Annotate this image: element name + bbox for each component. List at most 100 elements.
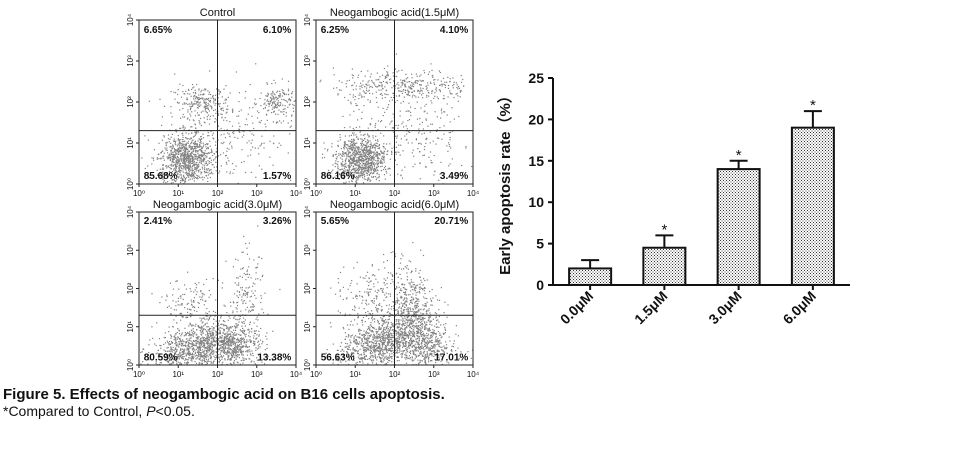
- scatter-point: [193, 172, 195, 174]
- scatter-point: [195, 358, 197, 360]
- scatter-point: [343, 153, 345, 155]
- scatter-point: [234, 349, 236, 351]
- scatter-point: [198, 89, 200, 91]
- scatter-point: [191, 355, 193, 358]
- scatter-point: [179, 355, 181, 357]
- scatter-point: [235, 339, 238, 341]
- scatter-point: [180, 158, 182, 160]
- scatter-point: [198, 342, 201, 344]
- scatter-point: [226, 335, 228, 337]
- scatter-point: [221, 363, 223, 365]
- scatter-point: [370, 167, 372, 169]
- scatter-point: [348, 159, 350, 161]
- scatter-point: [178, 353, 180, 355]
- y-tick-label: 10⁴: [126, 205, 135, 218]
- scatter-point: [165, 165, 167, 167]
- scatter-point: [169, 334, 171, 336]
- scatter-point: [209, 330, 211, 332]
- scatter-point: [221, 323, 223, 325]
- scatter-point: [356, 323, 358, 325]
- scatter-point: [183, 126, 185, 128]
- scatter-point: [196, 291, 198, 293]
- scatter-point: [377, 129, 379, 131]
- scatter-point: [205, 337, 207, 339]
- scatter-point: [346, 154, 348, 156]
- scatter-point: [207, 333, 209, 335]
- scatter-point: [260, 295, 262, 297]
- scatter-point: [382, 74, 384, 76]
- scatter-point: [193, 340, 195, 342]
- scatter-point: [242, 294, 244, 296]
- scatter-point: [187, 158, 189, 160]
- scatter-point: [381, 86, 383, 88]
- scatter-point: [237, 277, 239, 279]
- scatter-point: [386, 82, 388, 84]
- scatter-point: [349, 143, 352, 145]
- scatter-point: [272, 92, 274, 94]
- scatter-point: [394, 101, 396, 103]
- scatter-point: [205, 347, 207, 349]
- scatter-point: [250, 149, 252, 151]
- scatter-point: [199, 346, 201, 348]
- scatter-point: [203, 283, 205, 286]
- scatter-point: [176, 348, 178, 351]
- scatter-point: [169, 138, 171, 140]
- scatter-point: [341, 81, 343, 83]
- scatter-point: [183, 93, 185, 95]
- scatter-point: [366, 143, 368, 145]
- scatter-point: [368, 89, 370, 91]
- scatter-point: [339, 157, 342, 159]
- scatter-point: [233, 340, 235, 342]
- scatter-point: [203, 340, 205, 342]
- scatter-point: [228, 330, 230, 332]
- scatter-point: [284, 108, 286, 110]
- scatter-point: [253, 361, 255, 363]
- scatter-point: [195, 143, 197, 145]
- scatter-point: [182, 160, 184, 162]
- scatter-point: [272, 106, 274, 108]
- scatter-point: [424, 110, 426, 112]
- scatter-point: [175, 305, 177, 307]
- scatter-point: [188, 156, 190, 158]
- scatter-point: [162, 164, 164, 166]
- scatter-point: [161, 139, 164, 141]
- scatter-point: [211, 348, 213, 350]
- scatter-point: [195, 155, 197, 158]
- scatter-point: [382, 80, 384, 83]
- scatter-point: [385, 326, 387, 328]
- scatter-point: [190, 316, 192, 318]
- scatter-point: [199, 356, 201, 358]
- scatter-point: [237, 354, 239, 356]
- scatter-point: [198, 358, 200, 360]
- scatter-point: [236, 346, 239, 348]
- scatter-point: [389, 329, 391, 331]
- scatter-point: [362, 177, 364, 179]
- scatter-point: [380, 340, 382, 342]
- scatter-point: [188, 357, 190, 359]
- scatter-point: [194, 289, 196, 291]
- scatter-point: [227, 157, 229, 159]
- x-tick-label: 10⁴: [290, 370, 303, 379]
- scatter-point: [428, 95, 430, 97]
- scatter-point: [242, 330, 244, 332]
- scatter-point: [180, 155, 182, 157]
- scatter-point: [200, 359, 202, 361]
- scatter-point: [202, 351, 204, 353]
- scatter-point: [386, 108, 388, 110]
- scatter-point: [233, 351, 235, 353]
- scatter-point: [184, 180, 186, 182]
- scatter-point: [231, 341, 233, 344]
- scatter-point: [369, 140, 371, 142]
- scatter-point: [392, 113, 394, 115]
- scatter-point: [260, 356, 262, 359]
- scatter-point: [371, 162, 373, 164]
- scatter-point: [404, 89, 407, 91]
- scatter-point: [235, 352, 237, 354]
- scatter-point: [396, 137, 398, 139]
- scatter-point: [400, 79, 402, 81]
- scatter-point: [167, 342, 169, 344]
- scatter-point: [236, 311, 238, 313]
- scatter-point: [208, 152, 210, 154]
- scatter-point: [163, 181, 165, 183]
- scatter-point: [177, 159, 180, 161]
